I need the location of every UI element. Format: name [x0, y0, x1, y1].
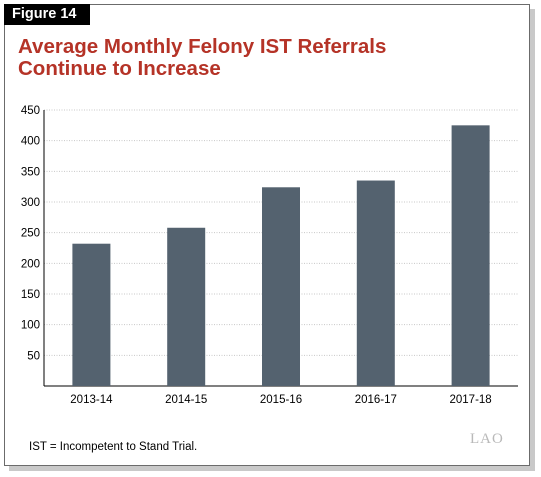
- bar: [262, 187, 300, 386]
- x-tick-label: 2014-15: [165, 394, 207, 406]
- bar: [451, 125, 490, 386]
- x-tick-label: 2013-14: [70, 394, 113, 406]
- y-tick-label: 100: [21, 320, 40, 332]
- bar: [72, 243, 111, 386]
- chart-title: Average Monthly Felony IST Referrals Con…: [18, 36, 498, 80]
- y-tick-label: 150: [21, 289, 40, 301]
- y-tick-label: 50: [27, 350, 40, 362]
- bar: [356, 180, 395, 386]
- lao-logo: LAO: [470, 431, 504, 447]
- figure-label: Figure 14: [4, 4, 90, 25]
- y-tick-label: 300: [21, 197, 40, 209]
- chart-title-line-1: Average Monthly Felony IST Referrals: [18, 35, 387, 58]
- bar: [167, 227, 206, 386]
- footnote: IST = Incompetent to Stand Trial.: [29, 441, 198, 453]
- x-tick-label: 2017-18: [449, 394, 491, 406]
- y-tick-label: 400: [21, 136, 40, 148]
- y-tick-label: 350: [21, 166, 40, 178]
- y-tick-label: 450: [21, 105, 40, 117]
- x-tick-label: 2016-17: [355, 394, 397, 406]
- y-tick-label: 200: [21, 258, 40, 270]
- y-tick-label: 250: [21, 228, 40, 240]
- chart-title-line-2: Continue to Increase: [18, 57, 221, 80]
- x-tick-label: 2015-16: [260, 394, 302, 406]
